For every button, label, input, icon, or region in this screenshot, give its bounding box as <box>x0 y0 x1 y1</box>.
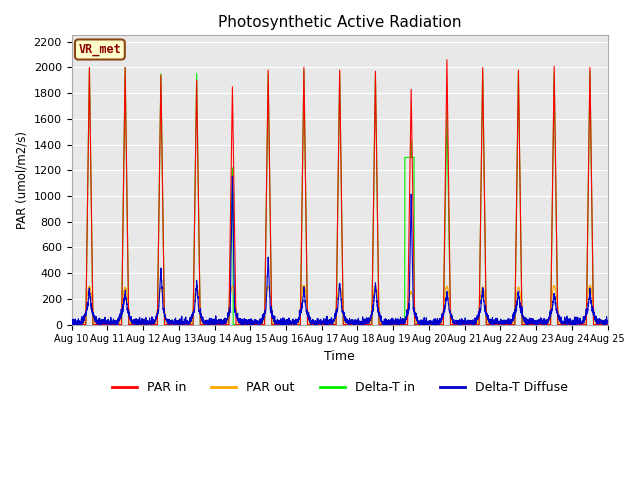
Legend: PAR in, PAR out, Delta-T in, Delta-T Diffuse: PAR in, PAR out, Delta-T in, Delta-T Dif… <box>107 376 572 399</box>
Title: Photosynthetic Active Radiation: Photosynthetic Active Radiation <box>218 15 461 30</box>
X-axis label: Time: Time <box>324 350 355 363</box>
Text: VR_met: VR_met <box>79 43 121 56</box>
Y-axis label: PAR (umol/m2/s): PAR (umol/m2/s) <box>15 131 28 229</box>
